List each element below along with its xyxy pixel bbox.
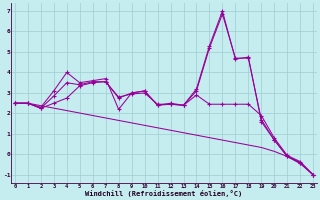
X-axis label: Windchill (Refroidissement éolien,°C): Windchill (Refroidissement éolien,°C) [85,190,243,197]
